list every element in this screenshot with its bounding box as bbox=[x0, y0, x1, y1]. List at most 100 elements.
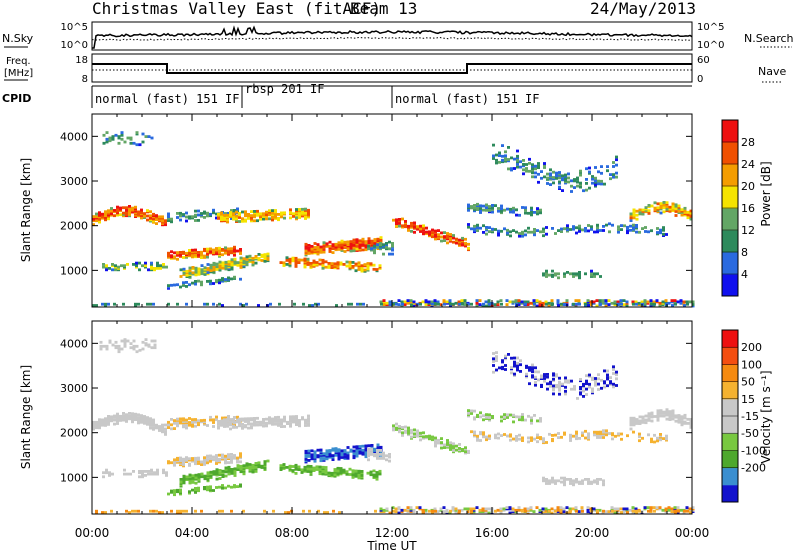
heatmap-cell bbox=[647, 413, 651, 417]
heatmap-cell bbox=[194, 473, 198, 477]
heatmap-cell bbox=[476, 437, 479, 441]
heatmap-cell bbox=[254, 462, 258, 465]
heatmap-cell bbox=[587, 229, 590, 233]
heatmap-cell bbox=[592, 300, 596, 304]
heatmap-cell bbox=[608, 230, 611, 234]
heatmap-cell bbox=[662, 437, 665, 440]
heatmap-cell bbox=[346, 455, 350, 459]
heatmap-cell bbox=[600, 171, 603, 175]
heatmap-cell bbox=[218, 485, 221, 489]
heatmap-cell bbox=[220, 215, 223, 219]
heatmap-cell bbox=[294, 472, 298, 475]
heatmap-cell bbox=[373, 240, 377, 244]
heatmap-cell bbox=[488, 226, 491, 229]
heatmap-cell bbox=[614, 434, 617, 438]
heatmap-cell bbox=[98, 220, 101, 224]
heatmap-cell bbox=[170, 254, 173, 258]
heatmap-cell bbox=[150, 346, 154, 350]
heatmap-cell bbox=[541, 301, 545, 305]
heatmap-cell bbox=[488, 230, 491, 233]
heatmap-cell bbox=[188, 490, 191, 494]
heatmap-cell bbox=[379, 242, 382, 245]
heatmap-cell bbox=[440, 437, 443, 440]
heatmap-cell bbox=[532, 510, 536, 513]
heatmap-cell bbox=[351, 473, 355, 477]
heatmap-cell bbox=[570, 179, 573, 183]
heatmap-cell bbox=[508, 511, 512, 515]
heatmap-cell bbox=[326, 511, 329, 514]
heatmap-cell bbox=[212, 425, 215, 428]
heatmap-cell bbox=[215, 477, 219, 481]
heatmap-cell bbox=[452, 446, 455, 450]
heatmap-cell bbox=[686, 417, 690, 421]
heatmap-cell bbox=[605, 223, 608, 227]
heatmap-cell bbox=[206, 250, 209, 254]
heatmap-cell bbox=[167, 219, 170, 222]
heatmap-cell bbox=[491, 415, 494, 418]
heatmap-cell bbox=[558, 387, 561, 391]
heatmap-cell bbox=[263, 253, 267, 256]
heatmap-cell bbox=[280, 211, 283, 215]
heatmap-cell bbox=[342, 468, 346, 472]
heatmap-cell bbox=[370, 447, 373, 451]
colorbar-swatch bbox=[722, 186, 738, 209]
heatmap-cell bbox=[629, 212, 633, 216]
heatmap-cell bbox=[295, 415, 298, 418]
heatmap-cell bbox=[600, 179, 603, 183]
heatmap-cell bbox=[352, 249, 356, 253]
heatmap-cell bbox=[367, 244, 370, 248]
heatmap-cell bbox=[662, 228, 665, 232]
heatmap-cell bbox=[352, 449, 356, 453]
heatmap-cell bbox=[544, 507, 548, 511]
heatmap-cell bbox=[416, 433, 419, 437]
heatmap-cell bbox=[599, 302, 602, 306]
heatmap-cell bbox=[188, 253, 191, 256]
heatmap-cell bbox=[501, 154, 504, 158]
heatmap-cell bbox=[294, 256, 298, 260]
heatmap-cell bbox=[534, 167, 537, 171]
heatmap-cell bbox=[330, 471, 334, 475]
heatmap-cell bbox=[497, 229, 500, 233]
heatmap-cell bbox=[107, 209, 110, 213]
colorbar-swatch bbox=[722, 467, 738, 486]
heatmap-cell bbox=[573, 385, 576, 388]
heatmap-cell bbox=[257, 304, 260, 307]
heatmap-cell bbox=[331, 247, 335, 250]
heatmap-cell bbox=[674, 302, 677, 306]
heatmap-cell bbox=[337, 241, 341, 245]
heatmap-cell bbox=[304, 453, 308, 457]
heatmap-cell bbox=[596, 509, 599, 513]
heatmap-cell bbox=[551, 273, 554, 277]
heatmap-cell bbox=[313, 450, 317, 454]
heatmap-cell bbox=[285, 256, 289, 260]
heatmap-cell bbox=[556, 506, 560, 509]
ytick-label: 2000 bbox=[60, 220, 88, 233]
heatmap-cell bbox=[487, 299, 491, 302]
heatmap-cell bbox=[191, 418, 194, 421]
heatmap-cell bbox=[343, 455, 347, 459]
colorbar-swatch bbox=[722, 252, 738, 275]
heatmap-cell bbox=[352, 453, 356, 457]
heatmap-cell bbox=[221, 469, 225, 473]
heatmap-cell bbox=[531, 367, 534, 371]
heatmap-cell bbox=[241, 417, 244, 421]
heatmap-cell bbox=[597, 373, 600, 377]
heatmap-cell bbox=[382, 299, 386, 302]
heatmap-cell bbox=[156, 468, 159, 472]
heatmap-cell bbox=[274, 214, 277, 218]
heatmap-cell bbox=[215, 212, 218, 216]
heatmap-cell bbox=[679, 508, 683, 512]
heatmap-cell bbox=[256, 219, 259, 223]
heatmap-cell bbox=[116, 422, 119, 425]
heatmap-cell bbox=[569, 433, 572, 437]
heatmap-cell bbox=[182, 213, 185, 216]
heatmap-cell bbox=[355, 241, 359, 244]
heatmap-cell bbox=[376, 453, 379, 456]
heatmap-cell bbox=[437, 229, 440, 232]
heatmap-cell bbox=[563, 272, 566, 276]
colorbar-swatch bbox=[722, 142, 738, 165]
heatmap-cell bbox=[437, 237, 440, 241]
heatmap-cell bbox=[532, 299, 536, 302]
